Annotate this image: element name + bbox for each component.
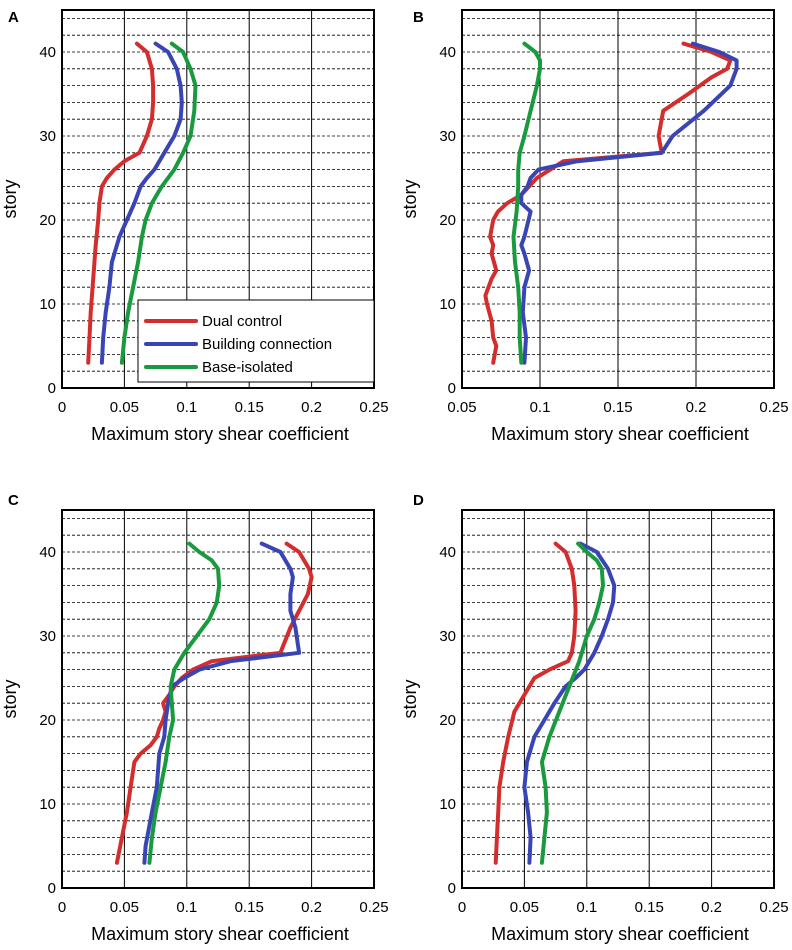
x-tick-label: 0.1 (176, 899, 197, 916)
x-axis-label: Maximum story shear coefficient (91, 924, 349, 944)
series-line-building-connection (142, 541, 302, 865)
panel-b: 0.05 0.1 0.15 0.2 0.25 0 10 20 30 40 Maximum story… (400, 9, 789, 444)
x-axis-label: Maximum story shear coefficient (91, 424, 349, 444)
series-line-base-isolated (119, 41, 198, 365)
y-tick-label: 30 (39, 628, 56, 645)
y-tick-label: 30 (39, 128, 56, 145)
y-axis-label: story (0, 179, 20, 218)
series-line-building-connection (519, 41, 739, 365)
y-tick-label: 40 (439, 544, 456, 561)
x-tick-label: 0.25 (759, 399, 788, 416)
y-axis-label: story (400, 679, 420, 718)
panel-label: A (8, 9, 19, 26)
y-tick-label: 0 (448, 380, 456, 397)
y-tick-label: 40 (39, 544, 56, 561)
x-tick-label: 0.2 (301, 899, 322, 916)
series-line-building-connection (99, 41, 184, 365)
x-tick-label: 0.1 (530, 399, 551, 416)
series-line-base-isolated (147, 541, 222, 865)
x-tick-label: 0.15 (235, 899, 264, 916)
series-line-dual-control (86, 41, 156, 365)
x-tick-label: 0.25 (359, 899, 388, 916)
y-tick-label: 20 (39, 212, 56, 229)
y-tick-label: 10 (39, 296, 56, 313)
y-tick-label: 10 (439, 796, 456, 813)
y-tick-label: 0 (48, 880, 56, 897)
x-tick-label: 0.1 (176, 399, 197, 416)
series-line-dual-control (493, 541, 578, 865)
series-line-base-isolated (511, 41, 542, 365)
x-tick-label: 0.05 (110, 399, 139, 416)
series-line-base-isolated (539, 541, 605, 865)
x-tick-label: 0.1 (576, 899, 597, 916)
y-tick-label: 10 (39, 796, 56, 813)
y-tick-label: 20 (439, 712, 456, 729)
y-tick-label: 10 (439, 296, 456, 313)
x-tick-label: 0 (58, 399, 66, 416)
plot-frame (61, 9, 375, 389)
plot-frame (61, 509, 375, 889)
x-tick-label: 0.15 (635, 899, 664, 916)
series-line-dual-control (483, 41, 733, 365)
panel-d: 0 0.05 0.1 0.15 0.2 0.25 0 10 20 30 40 Maximum stor… (400, 492, 789, 944)
panel-label: C (8, 492, 19, 509)
x-tick-label: 0.25 (759, 899, 788, 916)
legend-label-building-connection: Building connection (202, 336, 332, 353)
x-axis-label: Maximum story shear coefficient (491, 924, 749, 944)
plot-frame (461, 9, 775, 389)
x-tick-label: 0.2 (301, 399, 322, 416)
legend-label-base-isolated: Base-isolated (202, 359, 293, 376)
legend-label-dual-control: Dual control (202, 313, 282, 330)
x-tick-label: 0.2 (686, 399, 707, 416)
x-tick-label: 0.2 (701, 899, 722, 916)
y-tick-label: 40 (439, 44, 456, 61)
plot-frame (461, 509, 775, 889)
x-axis-label: Maximum story shear coefficient (491, 424, 749, 444)
series-line-building-connection (522, 541, 617, 865)
x-tick-label: 0.05 (447, 399, 476, 416)
y-tick-label: 0 (48, 380, 56, 397)
panel-label: D (413, 492, 424, 509)
panel-a: 0 0.05 0.1 0.15 0.2 0.25 0 10 20 30 40 Maximum stor… (0, 9, 389, 444)
legend: Dual control Building connection Base-is… (137, 299, 375, 383)
x-tick-label: 0.25 (359, 399, 388, 416)
y-tick-label: 20 (439, 212, 456, 229)
x-tick-label: 0.15 (603, 399, 632, 416)
x-tick-label: 0 (458, 899, 466, 916)
panel-c: 0 0.05 0.1 0.15 0.2 0.25 0 10 20 30 40 Maximum stor… (0, 492, 389, 944)
y-axis-label: story (400, 179, 420, 218)
y-tick-label: 30 (439, 628, 456, 645)
x-tick-label: 0.05 (510, 899, 539, 916)
x-tick-label: 0.05 (110, 899, 139, 916)
y-tick-label: 30 (439, 128, 456, 145)
panel-label: B (413, 9, 424, 26)
y-tick-label: 40 (39, 44, 56, 61)
x-tick-label: 0.15 (235, 399, 264, 416)
y-tick-label: 20 (39, 712, 56, 729)
y-axis-label: story (0, 679, 20, 718)
x-tick-label: 0 (58, 899, 66, 916)
y-tick-label: 0 (448, 880, 456, 897)
